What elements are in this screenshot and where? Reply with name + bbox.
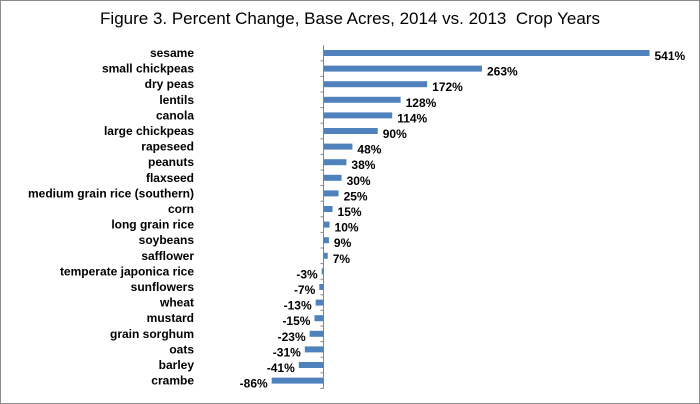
data-label: 10% [335,221,359,235]
bar [323,143,353,150]
data-label: 25% [344,189,368,203]
bar [319,284,324,290]
category-label: peanuts [148,155,194,169]
bar [323,50,650,56]
data-label: -7% [294,283,316,297]
category-label: wheat [159,296,194,310]
category-label: sesame [150,46,194,60]
data-label: 172% [432,80,463,94]
data-label: 90% [383,127,407,141]
bar [321,268,324,275]
data-label: 48% [357,143,381,157]
bar [323,128,378,134]
data-label: 30% [347,174,371,188]
bar [323,96,401,103]
bar [323,221,330,228]
category-label: flaxseed [146,171,194,185]
bar [323,112,393,119]
data-label: 7% [333,252,351,266]
category-label: corn [168,202,194,216]
bar [298,362,324,368]
category-label: soybeans [139,233,195,247]
category-label: medium grain rice (southern) [28,186,194,200]
category-label: temperate japonica rice [60,264,194,278]
data-label: 128% [406,96,437,110]
data-label: -13% [284,299,312,313]
data-label: 38% [351,158,375,172]
data-label: -31% [273,345,301,359]
category-label: canola [156,108,194,122]
data-label: -41% [267,361,295,375]
category-label: crambe [151,374,194,388]
category-label: long grain rice [111,218,194,232]
chart-title: Figure 3. Percent Change, Base Acres, 20… [100,9,600,28]
data-label: -15% [282,314,310,328]
category-label: large chickpeas [104,124,194,138]
category-label: sunflowers [131,280,195,294]
data-label: 15% [338,205,362,219]
category-label: rapeseed [141,140,194,154]
bar [323,65,482,72]
category-label: safflower [141,249,194,263]
category-label: mustard [147,311,194,325]
category-label: lentils [159,93,194,107]
bar [323,252,328,259]
data-label: -86% [240,377,268,391]
data-label: 114% [397,111,427,125]
category-label: oats [169,342,194,356]
bar [323,237,329,244]
bar [323,174,342,181]
data-label: 263% [487,65,518,79]
bar [304,346,324,353]
bar [323,190,339,197]
category-label: dry peas [145,77,195,91]
category-label: barley [159,358,195,372]
bar [309,330,324,337]
data-label: -3% [296,267,318,281]
data-label: 9% [334,236,352,250]
bar [315,299,324,306]
category-label: small chickpeas [102,62,194,76]
bar [271,377,324,384]
data-label: 541% [655,49,686,63]
data-label: -23% [278,330,306,344]
bar [314,315,324,322]
category-label: grain sorghum [110,327,194,341]
bar [323,206,333,212]
bar [323,159,347,166]
bar [323,81,428,88]
